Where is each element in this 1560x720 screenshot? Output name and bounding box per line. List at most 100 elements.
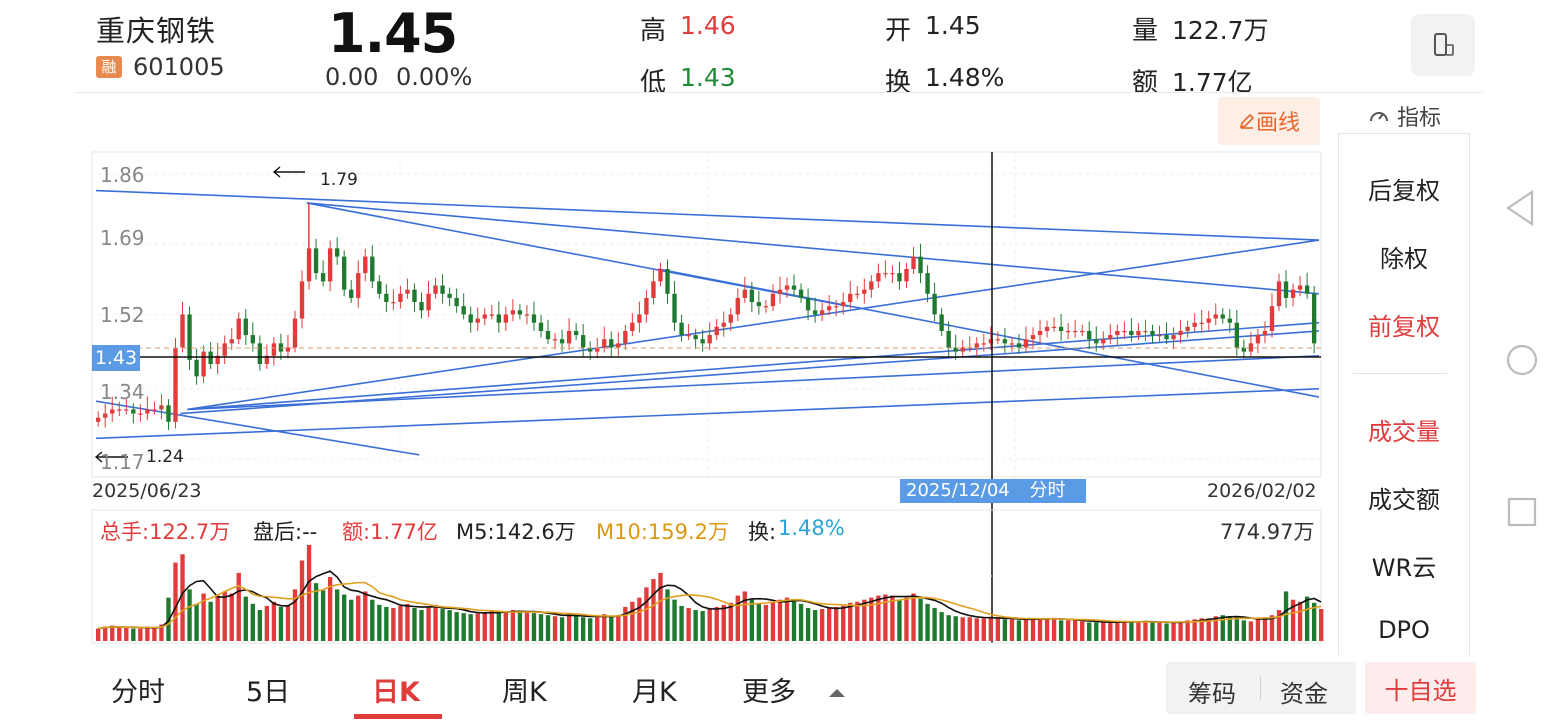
kline-chart[interactable]: 1.79 1.24 xyxy=(0,0,1340,650)
candle-body xyxy=(707,335,712,344)
candle-body xyxy=(812,310,818,315)
menu-pre-adjust[interactable]: 前复权 xyxy=(1368,313,1440,341)
volume-bar xyxy=(883,594,888,641)
menu-post-adjust[interactable]: 后复权 xyxy=(1368,177,1440,205)
nav-recents-icon[interactable] xyxy=(1500,492,1544,532)
tab-monthly-k[interactable]: 月K xyxy=(632,677,677,708)
volume-bar xyxy=(384,606,389,641)
date-end: 2026/02/02 xyxy=(1207,480,1317,502)
vol-max: 774.97万 xyxy=(1220,520,1315,544)
menu-ex-rights[interactable]: 除权 xyxy=(1380,245,1428,273)
candle-body xyxy=(236,318,241,340)
candle-body xyxy=(679,322,684,336)
candle-body xyxy=(342,256,347,290)
candle-body xyxy=(1262,330,1268,336)
volume-bar xyxy=(454,612,459,641)
volume-bar xyxy=(1283,591,1289,641)
candle-body xyxy=(1016,343,1022,348)
volume-bar xyxy=(946,615,951,641)
volume-bar xyxy=(194,603,199,641)
nav-back-icon[interactable] xyxy=(1500,188,1544,228)
volume-bar xyxy=(229,593,234,641)
candle-body xyxy=(805,297,811,311)
trend-line xyxy=(658,268,1320,398)
volume-bar xyxy=(988,617,994,641)
tab-weekly-k[interactable]: 周K xyxy=(502,677,547,708)
tab-intraday[interactable]: 分时 xyxy=(111,677,165,708)
menu-dpo[interactable]: DPO xyxy=(1378,616,1430,644)
menu-amount[interactable]: 成交额 xyxy=(1368,486,1440,514)
volume-bar xyxy=(320,590,326,641)
volume-bar xyxy=(1311,602,1317,641)
trend-line xyxy=(95,387,1320,440)
candle-body xyxy=(257,343,263,364)
tab-more[interactable]: 更多 xyxy=(742,670,847,709)
candle-body xyxy=(377,281,382,294)
candle-body xyxy=(1065,330,1071,333)
volume-bar xyxy=(447,610,452,641)
volume-bar xyxy=(419,610,424,641)
volume-bar xyxy=(1241,620,1247,641)
candle-body xyxy=(1087,330,1092,340)
volume-bar xyxy=(609,616,614,641)
candle-body xyxy=(510,310,516,315)
candle-body xyxy=(1255,335,1261,344)
candle-body xyxy=(496,314,501,323)
trend-line xyxy=(95,400,420,456)
volume-bar xyxy=(475,613,480,641)
tab-daily-k[interactable]: 日K xyxy=(372,677,420,708)
volume-bar xyxy=(299,560,305,641)
candle-body xyxy=(426,293,431,311)
turnover-label: 换 xyxy=(885,68,912,98)
candle-body xyxy=(391,302,396,304)
volume-bar xyxy=(334,589,340,641)
volume-bar xyxy=(180,554,185,641)
chips-button[interactable]: 筹码 xyxy=(1188,680,1236,708)
vol-m5: M5:142.6万 xyxy=(456,520,576,544)
landscape-toggle-button[interactable] xyxy=(1411,14,1475,76)
funds-button[interactable]: 资金 xyxy=(1280,680,1328,708)
candle-body xyxy=(292,318,298,348)
volume-bar xyxy=(1199,618,1204,641)
volume-bar xyxy=(271,601,277,641)
candle-body xyxy=(749,289,755,303)
candle-body xyxy=(1185,326,1190,331)
volume-bar xyxy=(798,603,804,641)
volume-bar xyxy=(1023,619,1029,641)
candle-body xyxy=(454,297,459,307)
candle-body xyxy=(714,326,719,336)
candle-body xyxy=(848,293,853,303)
volume-bar xyxy=(377,604,382,641)
candle-body xyxy=(482,314,487,319)
indicator-button[interactable]: 指标 xyxy=(1368,100,1441,132)
candle-body xyxy=(447,293,452,298)
intraday-link[interactable]: 分时 > xyxy=(900,480,1066,525)
volume-bar xyxy=(834,606,839,641)
trend-line xyxy=(187,239,1320,411)
volume-bar xyxy=(1051,619,1057,641)
candle-body xyxy=(398,293,403,303)
volume-bar xyxy=(616,615,621,641)
tab-more-label: 更多 xyxy=(742,677,796,708)
open-value: 1.45 xyxy=(925,11,981,40)
volume-bar xyxy=(1319,609,1324,641)
candle-body xyxy=(1297,285,1303,290)
menu-volume[interactable]: 成交量 xyxy=(1368,418,1440,446)
draw-line-button[interactable]: 画线 xyxy=(1218,97,1320,145)
volume-bar xyxy=(749,599,755,641)
candle-body xyxy=(1044,326,1050,331)
volume-bar xyxy=(1227,616,1232,641)
candle-body xyxy=(953,347,958,352)
volume-bar xyxy=(1122,621,1127,641)
add-watchlist-button[interactable]: 十自选 xyxy=(1365,662,1476,714)
candle-body xyxy=(911,256,916,269)
candle-body xyxy=(1157,335,1162,337)
volume-bar xyxy=(918,598,923,641)
candle-body xyxy=(1241,347,1247,352)
tab-5day[interactable]: 5日 xyxy=(246,677,291,708)
menu-wr[interactable]: WR云 xyxy=(1371,554,1437,582)
nav-home-icon[interactable] xyxy=(1500,340,1544,380)
candle-body xyxy=(187,314,192,360)
candle-body xyxy=(222,343,227,356)
cursor-date-badge[interactable]: 2025/12/04 分时 > xyxy=(900,479,1086,525)
